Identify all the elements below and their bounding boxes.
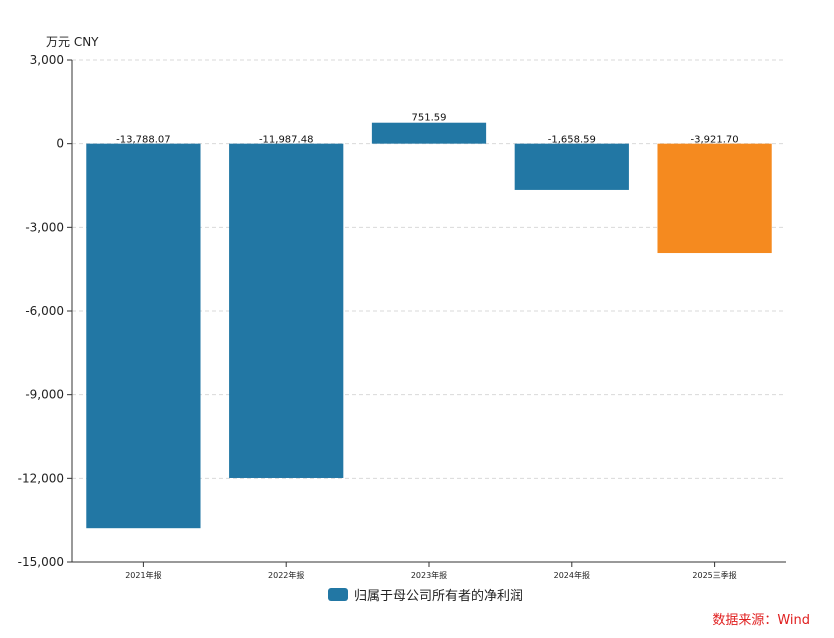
y-tick-label: 3,000 <box>30 53 64 67</box>
x-tick-label: 2023年报 <box>411 570 447 580</box>
y-tick-label: 0 <box>56 137 64 151</box>
data-label: -3,921.70 <box>691 135 739 146</box>
data-source-label: 数据来源：Wind <box>712 613 810 628</box>
bar-2021年报[interactable] <box>86 143 201 529</box>
data-label: -13,788.07 <box>116 135 171 146</box>
bar-2023年报[interactable] <box>371 122 487 144</box>
x-tick-label: 2022年报 <box>268 570 304 580</box>
x-tick-label: 2021年报 <box>125 570 161 580</box>
x-tick-label: 2025三季报 <box>692 570 736 580</box>
data-label: -11,987.48 <box>259 135 314 146</box>
bar-2022年报[interactable] <box>229 143 344 478</box>
y-tick-label: -3,000 <box>25 220 64 234</box>
y-tick-label: -12,000 <box>18 471 64 485</box>
bar-2024年报[interactable] <box>514 143 629 190</box>
bar-2025三季报[interactable] <box>657 143 772 254</box>
legend-label: 归属于母公司所有者的净利润 <box>354 589 524 604</box>
x-tick-label: 2024年报 <box>554 570 590 580</box>
legend-swatch <box>328 588 348 601</box>
data-label: -1,658.59 <box>548 135 596 146</box>
legend[interactable]: 归属于母公司所有者的净利润 <box>328 585 523 604</box>
data-label: 751.59 <box>412 113 447 124</box>
y-tick-label: -6,000 <box>25 304 64 318</box>
y-axis-unit-label: 万元 CNY <box>46 35 99 49</box>
y-tick-label: -9,000 <box>25 388 64 402</box>
y-tick-label: -15,000 <box>18 555 64 569</box>
